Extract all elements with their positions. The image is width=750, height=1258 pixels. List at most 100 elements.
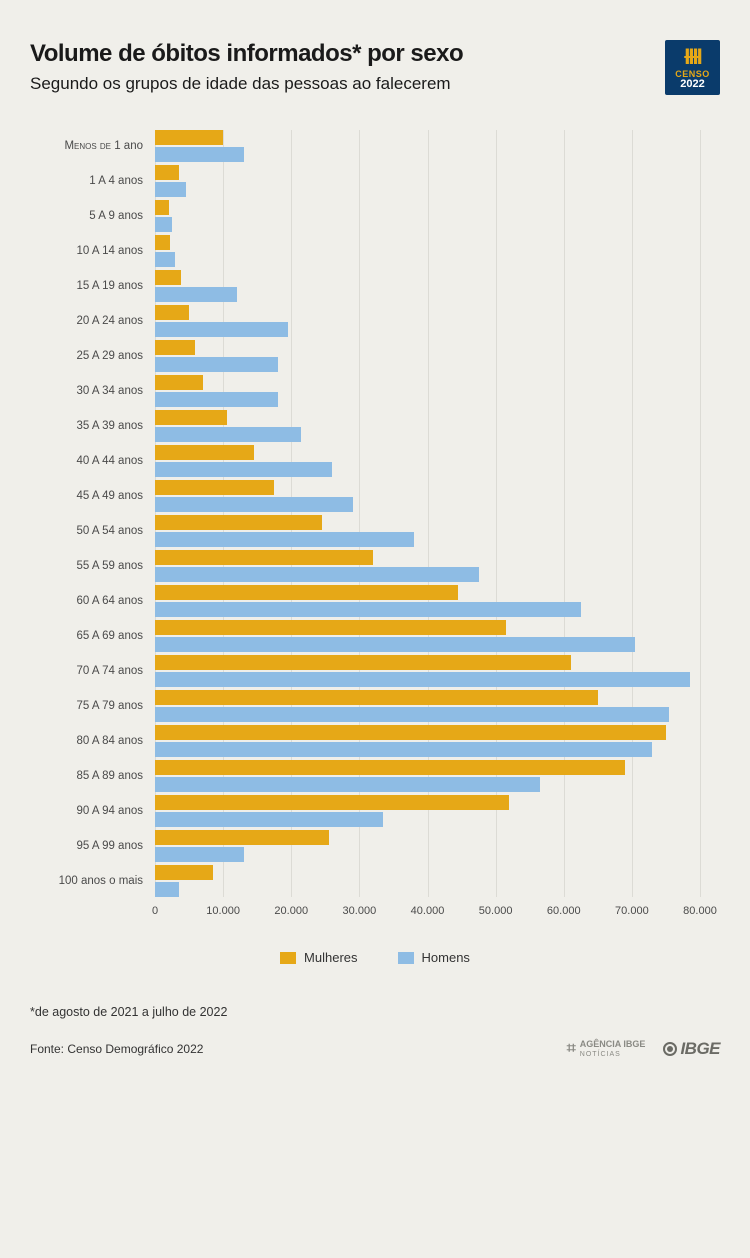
bar-men <box>155 287 237 302</box>
bar-women <box>155 550 373 565</box>
bars-column <box>155 725 720 757</box>
bar-women <box>155 305 189 320</box>
bar-men <box>155 637 635 652</box>
bar-men <box>155 357 278 372</box>
y-axis-label: 55 A 59 anos <box>35 560 155 572</box>
chart-row: 5 A 9 anos <box>35 200 720 232</box>
bar-women <box>155 830 329 845</box>
chart-row: 80 A 84 anos <box>35 725 720 757</box>
bars-column <box>155 410 720 442</box>
bar-women <box>155 690 598 705</box>
bar-women <box>155 515 322 530</box>
legend-swatch-women <box>280 952 296 964</box>
legend: Mulheres Homens <box>30 950 720 965</box>
bar-pair <box>155 830 720 862</box>
y-axis-label: 65 A 69 anos <box>35 630 155 642</box>
bar-pair <box>155 795 720 827</box>
bars-column <box>155 550 720 582</box>
bar-women <box>155 270 181 285</box>
hash-icon: ⌗ <box>567 1041 576 1057</box>
y-axis-label: 40 A 44 anos <box>35 455 155 467</box>
bar-men <box>155 217 172 232</box>
y-axis-label: 80 A 84 anos <box>35 735 155 747</box>
bars-column <box>155 620 720 652</box>
legend-swatch-men <box>398 952 414 964</box>
x-axis-tick: 30.000 <box>343 905 377 917</box>
chart-row: 60 A 64 anos <box>35 585 720 617</box>
bar-pair <box>155 865 720 897</box>
bar-women <box>155 480 274 495</box>
chart-row: 55 A 59 anos <box>35 550 720 582</box>
chart-row: 15 A 19 anos <box>35 270 720 302</box>
bar-pair <box>155 655 720 687</box>
bars-column <box>155 235 720 267</box>
bar-women <box>155 200 169 215</box>
bar-pair <box>155 410 720 442</box>
bar-men <box>155 567 479 582</box>
chart-row: 70 A 74 anos <box>35 655 720 687</box>
x-axis-tick: 20.000 <box>274 905 308 917</box>
x-axis: 010.00020.00030.00040.00050.00060.00070.… <box>155 905 720 925</box>
bar-men <box>155 742 652 757</box>
legend-item-men: Homens <box>398 950 470 965</box>
bars-column <box>155 690 720 722</box>
bottom-logos: ⌗ AGÊNCIA IBGE NOTÍCIAS IBGE <box>567 1039 720 1059</box>
bars-column <box>155 515 720 547</box>
bar-women <box>155 375 203 390</box>
y-axis-label: 35 A 39 anos <box>35 420 155 432</box>
bar-men <box>155 462 332 477</box>
y-axis-label: 90 A 94 anos <box>35 805 155 817</box>
agencia-text: AGÊNCIA IBGE NOTÍCIAS <box>580 1040 646 1058</box>
chart-row: 75 A 79 anos <box>35 690 720 722</box>
legend-item-women: Mulheres <box>280 950 357 965</box>
y-axis-label: 10 A 14 anos <box>35 245 155 257</box>
bar-pair <box>155 165 720 197</box>
chart-row: 85 A 89 anos <box>35 760 720 792</box>
bars-column <box>155 270 720 302</box>
y-axis-label: 60 A 64 anos <box>35 595 155 607</box>
bars-column <box>155 305 720 337</box>
bar-pair <box>155 305 720 337</box>
x-axis-tick: 0 <box>152 905 158 917</box>
bar-pair <box>155 235 720 267</box>
legend-label-men: Homens <box>422 950 470 965</box>
x-axis-tick: 70.000 <box>615 905 649 917</box>
x-axis-tick: 60.000 <box>547 905 581 917</box>
chart-row: 40 A 44 anos <box>35 445 720 477</box>
x-axis-tick: 10.000 <box>206 905 240 917</box>
bars-column <box>155 480 720 512</box>
chart-row: 95 A 99 anos <box>35 830 720 862</box>
chart-row: 25 A 29 anos <box>35 340 720 372</box>
bar-women <box>155 235 170 250</box>
bar-women <box>155 130 223 145</box>
bar-men <box>155 252 175 267</box>
source-text: Fonte: Censo Demográfico 2022 <box>30 1042 203 1056</box>
chart-row: 90 A 94 anos <box>35 795 720 827</box>
y-axis-label: 20 A 24 anos <box>35 315 155 327</box>
bar-men <box>155 182 186 197</box>
chart-title: Volume de óbitos informados* por sexo <box>30 40 463 68</box>
bar-pair <box>155 515 720 547</box>
y-axis-label: 30 A 34 anos <box>35 385 155 397</box>
bar-men <box>155 847 244 862</box>
chart-row: 100 anos o mais <box>35 865 720 897</box>
bar-pair <box>155 130 720 162</box>
y-axis-label: 100 anos o mais <box>35 875 155 887</box>
bars-column <box>155 165 720 197</box>
bar-pair <box>155 550 720 582</box>
title-block: Volume de óbitos informados* por sexo Se… <box>30 40 463 94</box>
x-axis-tick: 80.000 <box>683 905 717 917</box>
footnote: *de agosto de 2021 a julho de 2022 <box>30 1005 720 1019</box>
bar-men <box>155 672 690 687</box>
bars-column <box>155 375 720 407</box>
bars-column <box>155 760 720 792</box>
bar-men <box>155 882 179 897</box>
chart-rows: Menos de 1 ano1 A 4 anos5 A 9 anos10 A 1… <box>35 130 720 897</box>
agencia-ibge-logo: ⌗ AGÊNCIA IBGE NOTÍCIAS <box>567 1040 646 1058</box>
bar-pair <box>155 585 720 617</box>
legend-label-women: Mulheres <box>304 950 357 965</box>
x-axis-tick: 50.000 <box>479 905 513 917</box>
logo-tally-icon: IIII <box>684 46 700 68</box>
chart-row: 35 A 39 anos <box>35 410 720 442</box>
bar-men <box>155 707 669 722</box>
